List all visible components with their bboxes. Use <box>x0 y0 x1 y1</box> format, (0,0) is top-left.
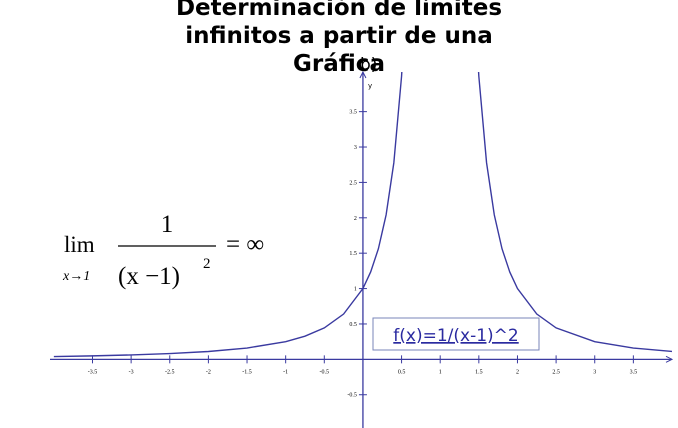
plot-area <box>53 72 672 358</box>
y-tick-label: -0.5 <box>347 393 357 399</box>
panel-label: b) <box>360 55 377 75</box>
y-tick-label: 3 <box>354 145 357 151</box>
formula-denominator: (x −1) <box>118 263 180 290</box>
x-axis-arrow <box>665 355 674 363</box>
x-tick-label: 2.5 <box>552 369 560 375</box>
y-tick-label: 0.5 <box>349 322 357 328</box>
y-axis-label: y <box>368 82 372 90</box>
y-tick-label: 2.5 <box>349 180 357 186</box>
x-tick-label: -0.5 <box>320 369 330 375</box>
x-tick-label: 1 <box>439 369 442 375</box>
formula-under: x→1 <box>62 269 90 284</box>
formula-result: = ∞ <box>226 231 264 258</box>
x-tick-label: 3.5 <box>630 369 638 375</box>
formula-numerator: 1 <box>161 211 174 238</box>
x-tick-label: -3 <box>129 369 134 375</box>
y-tick-label: 1.5 <box>349 251 357 257</box>
x-tick-label: 2 <box>516 369 519 375</box>
x-tick-label: -2.5 <box>165 369 175 375</box>
slide-title: Determinación de límites infinitos a par… <box>175 0 503 77</box>
y-tick-label: 1 <box>354 287 357 293</box>
function-label: f(x)=1/(x-1)^2 <box>393 326 518 346</box>
x-tick-label: -1.5 <box>242 369 252 375</box>
x-tick-label: 3 <box>593 369 596 375</box>
y-tick-label: 3.5 <box>349 110 357 116</box>
formula-exponent: 2 <box>203 256 211 272</box>
y-axis-arrow <box>359 70 367 79</box>
curve <box>53 72 672 358</box>
x-tick-label: 0.5 <box>398 369 406 375</box>
formula-lim: lim <box>64 232 95 257</box>
x-tick-label: -3.5 <box>88 369 98 375</box>
x-tick-label: 1.5 <box>475 369 483 375</box>
x-tick-label: -1 <box>283 369 288 375</box>
y-tick-label: 2 <box>354 216 357 222</box>
x-tick-label: -2 <box>206 369 211 375</box>
function-label-box <box>372 317 540 351</box>
